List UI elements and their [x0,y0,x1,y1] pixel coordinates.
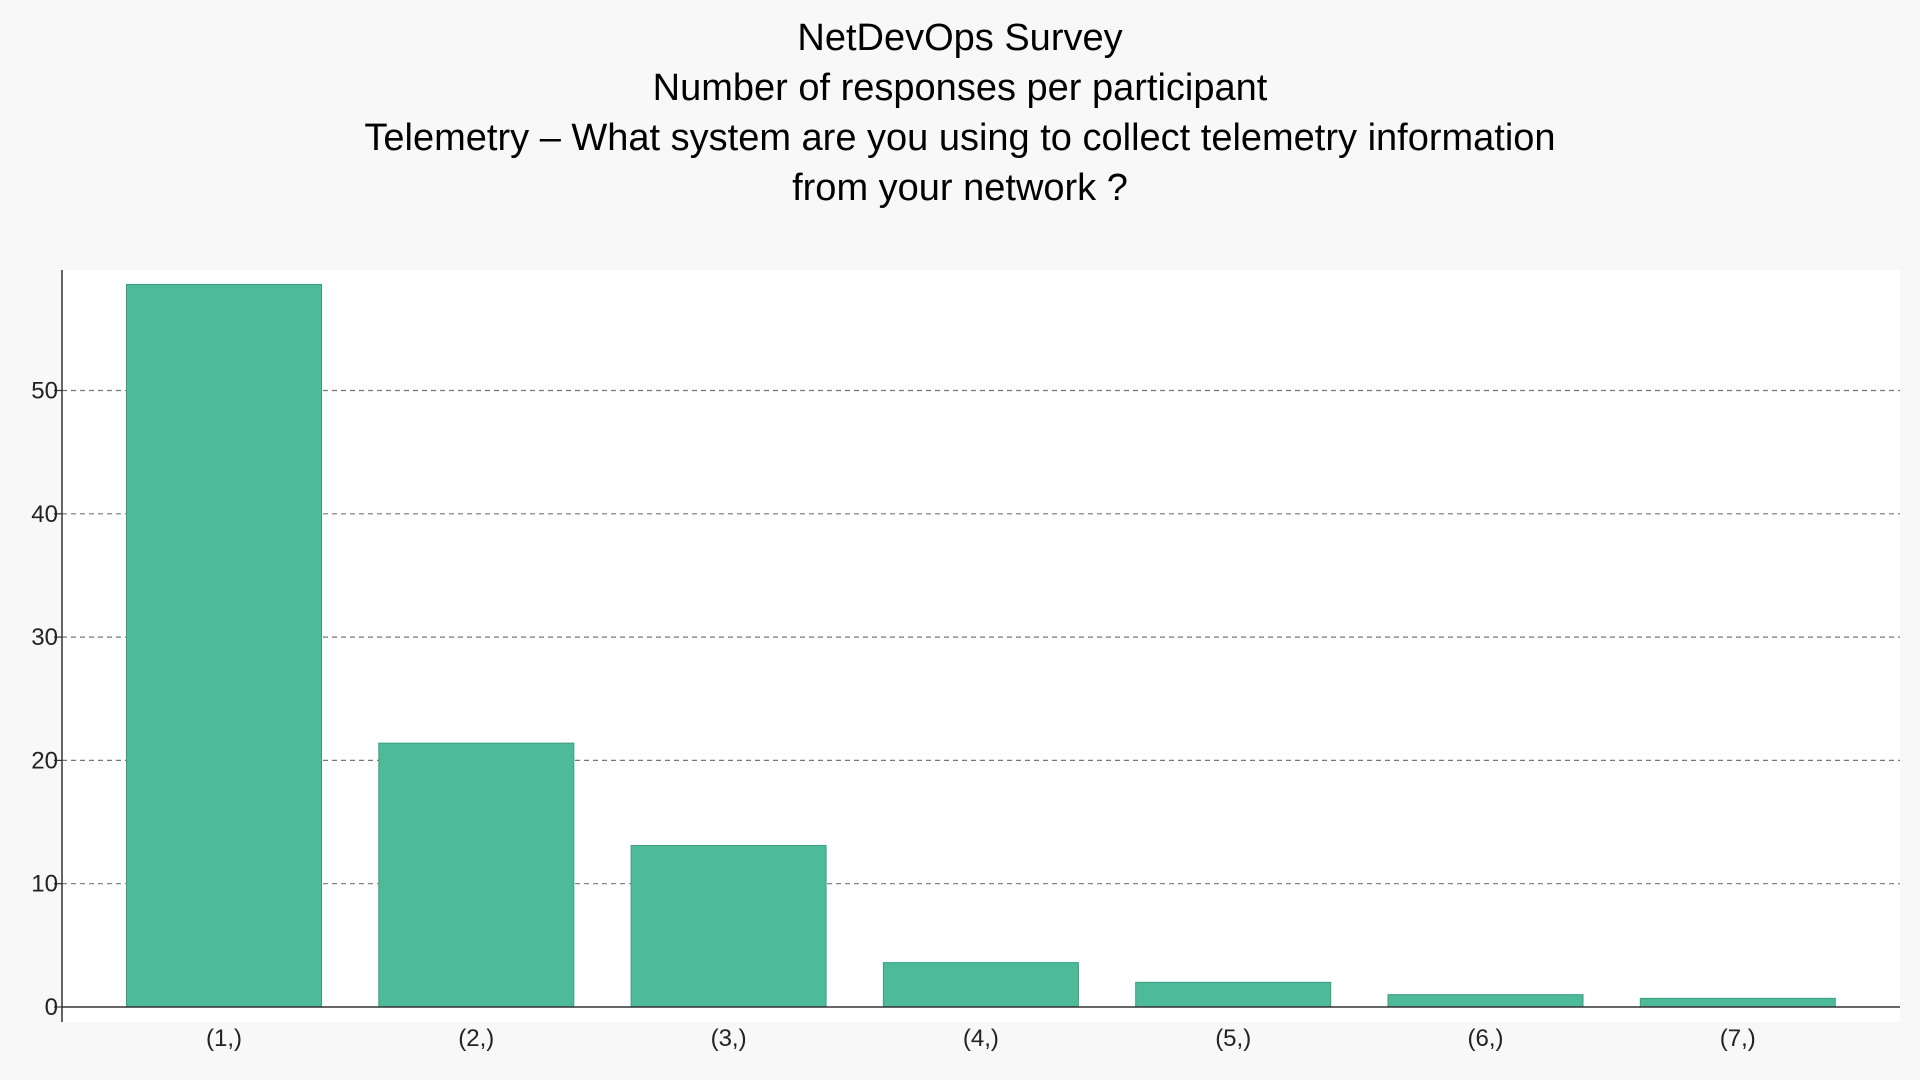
x-tick-label: (5,) [1215,1025,1251,1052]
bar-1 [126,283,322,1008]
x-tick-label: (3,) [711,1025,747,1052]
x-tick-label: (7,) [1720,1025,1756,1052]
y-tick-label: 10 [31,871,58,898]
bar-7 [1639,997,1836,1008]
y-tick-label: 20 [31,747,58,774]
x-tick-label: (4,) [963,1025,999,1052]
y-tick-label: 30 [31,624,58,651]
title-line-3: Telemetry – What system are you using to… [364,117,1555,159]
plot-area [62,270,1900,1022]
bar-2 [378,742,575,1008]
title-line-4: from your network ? [792,167,1128,209]
title-line-2: Number of responses per participant [653,67,1268,109]
y-tick-labels: 0 10 20 30 40 50 [31,378,62,1021]
y-tick-label: 0 [45,994,58,1021]
bar-5 [1135,981,1332,1008]
title-line-1: NetDevOps Survey [797,17,1122,59]
x-tick-label: (1,) [206,1025,242,1052]
x-tick-label: (2,) [458,1025,494,1052]
x-tick-labels: (1,) (2,) (3,) (4,) (5,) (6,) (7,) [206,1025,1756,1052]
chart-title: NetDevOps Survey Number of responses per … [364,17,1555,209]
x-tick-label: (6,) [1468,1025,1504,1052]
axes [61,270,1900,1022]
y-tick-label: 50 [31,378,58,405]
bar-3 [630,844,827,1008]
bars [126,283,1836,1008]
y-tick-label: 40 [31,501,58,528]
y-gridlines [62,389,1900,885]
bar-4 [882,962,1079,1008]
bar-6 [1387,994,1584,1008]
